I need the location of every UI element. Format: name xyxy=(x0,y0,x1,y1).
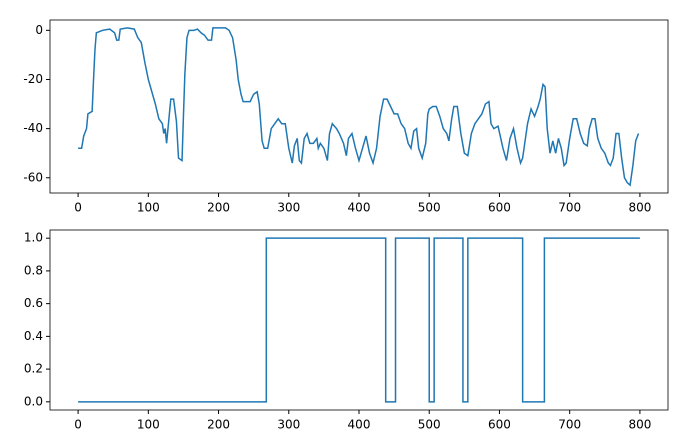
x-tick-label: 100 xyxy=(137,201,160,215)
x-tick-label: 800 xyxy=(628,418,651,432)
x-tick-label: 700 xyxy=(558,201,581,215)
x-tick-label: 700 xyxy=(558,418,581,432)
y-tick-label: 0.2 xyxy=(24,362,43,376)
x-tick-label: 400 xyxy=(348,201,371,215)
x-tick-label: 0 xyxy=(74,201,82,215)
x-tick-label: 600 xyxy=(488,418,511,432)
y-tick-label: -60 xyxy=(23,170,43,184)
x-tick-label: 500 xyxy=(418,201,441,215)
x-tick-label: 800 xyxy=(628,201,651,215)
data-line xyxy=(78,27,640,187)
y-tick-label: -40 xyxy=(23,121,43,135)
y-tick-label: 0.4 xyxy=(24,329,43,343)
x-tick-label: 200 xyxy=(207,201,230,215)
x-tick-label: 600 xyxy=(488,201,511,215)
data-line xyxy=(78,237,640,403)
x-tick-label: 100 xyxy=(137,418,160,432)
y-tick-label: 1.0 xyxy=(24,231,43,245)
x-tick-label: 300 xyxy=(277,201,300,215)
y-tick-label: -20 xyxy=(23,72,43,86)
y-tick-label: 0 xyxy=(35,23,43,37)
x-tick-label: 200 xyxy=(207,418,230,432)
y-tick-label: 0.0 xyxy=(24,394,43,408)
x-tick-label: 400 xyxy=(348,418,371,432)
axes-frame xyxy=(49,229,669,411)
x-tick-label: 0 xyxy=(74,418,82,432)
y-tick-label: 0.6 xyxy=(24,296,43,310)
x-tick-label: 500 xyxy=(418,418,441,432)
axes-frame xyxy=(49,19,669,194)
x-tick-label: 300 xyxy=(277,418,300,432)
y-tick-label: 0.8 xyxy=(24,263,43,277)
